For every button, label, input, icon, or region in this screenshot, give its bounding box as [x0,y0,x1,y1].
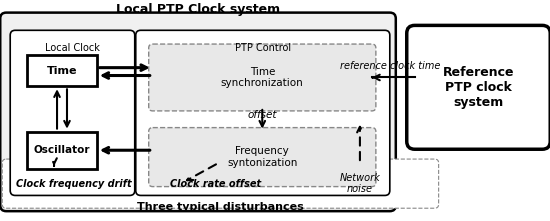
Text: Local Clock: Local Clock [45,43,100,53]
Bar [27,55,97,86]
FancyBboxPatch shape [136,30,390,195]
FancyBboxPatch shape [10,30,135,195]
FancyBboxPatch shape [407,25,550,149]
FancyBboxPatch shape [2,159,439,208]
Text: Time: Time [47,66,77,76]
Text: Network
noise: Network noise [339,173,380,194]
Text: Three typical disturbances: Three typical disturbances [137,202,304,212]
Text: Reference
PTP clock
system: Reference PTP clock system [443,66,514,109]
Text: reference clock time: reference clock time [339,61,440,70]
Text: Frequency
syntonization: Frequency syntonization [227,146,298,168]
Bar [27,131,97,169]
FancyBboxPatch shape [148,44,376,111]
Text: Time
synchronization: Time synchronization [221,67,304,88]
FancyBboxPatch shape [148,128,376,187]
Text: Local PTP Clock system: Local PTP Clock system [116,3,280,15]
Text: PTP Control: PTP Control [235,43,291,53]
Text: offset: offset [248,110,277,120]
Text: Clock frequency drift: Clock frequency drift [16,179,132,189]
FancyBboxPatch shape [0,13,396,211]
Text: Clock rate offset: Clock rate offset [170,179,261,189]
Text: Oscillator: Oscillator [34,145,90,155]
